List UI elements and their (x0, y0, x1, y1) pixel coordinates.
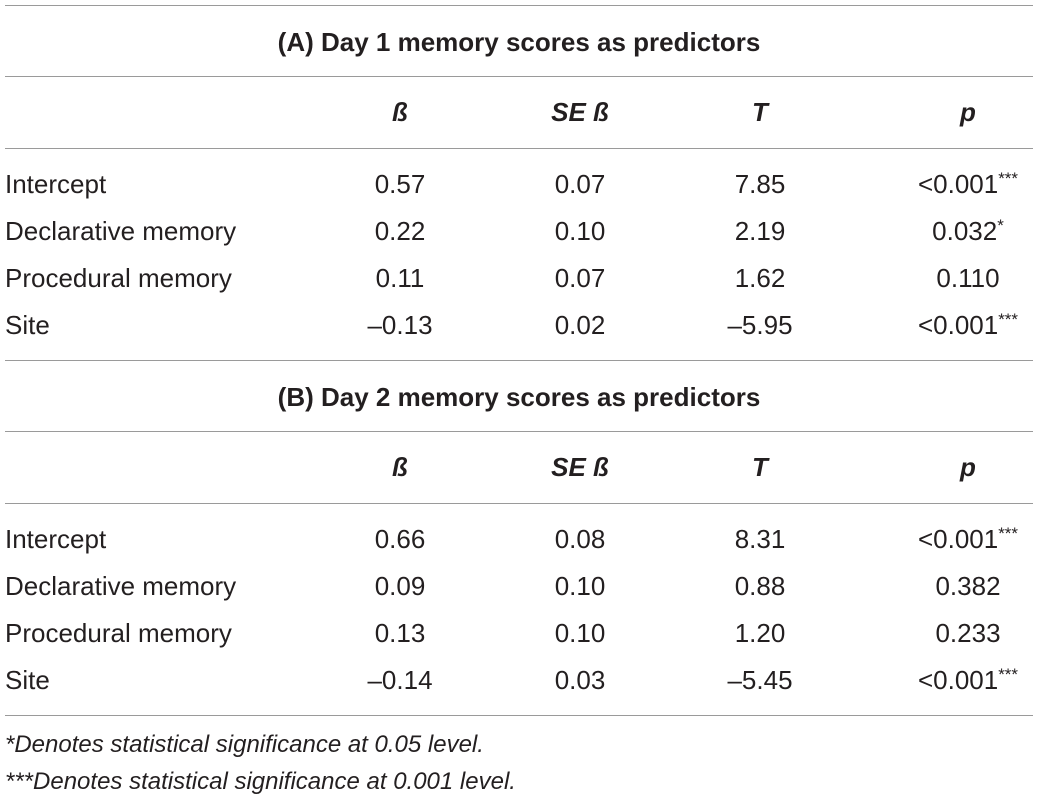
cell-value: 0.03 (554, 665, 606, 695)
column-header: T (752, 452, 768, 482)
cell: 0.08 (555, 524, 606, 554)
column-header: ß (392, 452, 408, 482)
cell: 0.13 (375, 618, 426, 648)
cell: 0.88 (735, 571, 786, 601)
cell: <0.001*** (918, 665, 1018, 695)
column-header: T (752, 97, 768, 127)
cell: 0.382 (935, 571, 1000, 601)
cell-value: 0.08 (554, 524, 606, 554)
footnote: ***Denotes statistical significance at 0… (5, 768, 516, 795)
cell-value: 7.85 (734, 169, 786, 199)
cell-value: –5.45 (727, 665, 793, 695)
cell: 0.07 (555, 169, 606, 199)
cell: 0.02 (555, 310, 606, 340)
cell: 0.10 (555, 216, 606, 246)
cell-value: <0.001 (917, 310, 999, 340)
row-label: Declarative memory (5, 216, 237, 246)
cell-value: 0.07 (554, 263, 606, 293)
section-title: (A) Day 1 memory scores as predictors (277, 27, 761, 57)
row-label: Declarative memory (5, 571, 237, 601)
cell-value: 0.13 (374, 618, 426, 648)
section-title: (B) Day 2 memory scores as predictors (277, 382, 761, 412)
cell: 0.110 (936, 263, 999, 293)
rule (5, 148, 1033, 149)
rule (5, 360, 1033, 361)
cell: 0.10 (555, 618, 606, 648)
significance-mark: *** (998, 169, 1019, 188)
cell: 8.31 (735, 524, 786, 554)
cell: 1.62 (735, 263, 786, 293)
row-label: Intercept (5, 169, 107, 199)
cell: –0.13 (367, 310, 432, 340)
cell-value: 0.382 (935, 571, 1001, 601)
cell-value: <0.001 (917, 524, 999, 554)
column-header: SE ß (551, 452, 609, 482)
row-label: Site (5, 310, 50, 340)
rule (5, 431, 1033, 432)
cell-value: 0.57 (374, 169, 426, 199)
significance-mark: *** (998, 665, 1019, 684)
row-label: Site (5, 665, 50, 695)
cell-value: 1.20 (734, 618, 786, 648)
cell: 0.07 (555, 263, 606, 293)
cell-value: 8.31 (734, 524, 786, 554)
cell-value: –5.95 (727, 310, 793, 340)
cell: 0.233 (935, 618, 1000, 648)
column-header: SE ß (551, 97, 609, 127)
footnote: *Denotes statistical significance at 0.0… (5, 731, 484, 758)
cell: 0.09 (375, 571, 426, 601)
rule (5, 715, 1033, 716)
column-header: p (960, 452, 976, 482)
cell-value: 0.10 (554, 571, 606, 601)
cell: 0.032* (932, 216, 1004, 246)
cell-value: 0.02 (554, 310, 606, 340)
column-header: ß (392, 97, 408, 127)
significance-mark: * (997, 216, 1004, 235)
cell: 0.03 (555, 665, 606, 695)
cell: <0.001*** (918, 310, 1018, 340)
cell-value: 0.11 (375, 263, 425, 293)
cell-value: 0.88 (734, 571, 786, 601)
cell: 0.22 (375, 216, 426, 246)
cell-value: –0.14 (367, 665, 433, 695)
cell: 0.11 (376, 263, 425, 293)
column-header: p (960, 97, 976, 127)
row-label: Procedural memory (5, 263, 232, 293)
cell: 2.19 (735, 216, 786, 246)
cell: –5.95 (727, 310, 792, 340)
cell: –0.14 (367, 665, 432, 695)
cell: 0.66 (375, 524, 426, 554)
cell-value: 0.07 (554, 169, 606, 199)
cell-value: 2.19 (734, 216, 786, 246)
cell-value: 0.10 (554, 216, 606, 246)
cell-value: 0.10 (554, 618, 606, 648)
cell-value: <0.001 (917, 665, 999, 695)
cell: <0.001*** (918, 524, 1018, 554)
rule (5, 5, 1033, 6)
cell-value: 1.62 (734, 263, 786, 293)
cell: 0.10 (555, 571, 606, 601)
cell-value: 0.032 (932, 216, 998, 246)
cell-value: 0.09 (374, 571, 426, 601)
rule (5, 503, 1033, 504)
cell: –5.45 (727, 665, 792, 695)
cell: 0.57 (375, 169, 426, 199)
significance-mark: *** (998, 524, 1019, 543)
cell-value: 0.22 (374, 216, 426, 246)
cell-value: –0.13 (367, 310, 433, 340)
cell-value: <0.001 (917, 169, 999, 199)
cell: 7.85 (735, 169, 786, 199)
rule (5, 76, 1033, 77)
cell: 1.20 (735, 618, 786, 648)
cell-value: 0.66 (374, 524, 426, 554)
cell: <0.001*** (918, 169, 1018, 199)
significance-mark: *** (998, 310, 1019, 329)
cell-value: 0.233 (935, 618, 1001, 648)
row-label: Procedural memory (5, 618, 232, 648)
cell-value: 0.110 (936, 263, 1000, 293)
row-label: Intercept (5, 524, 107, 554)
